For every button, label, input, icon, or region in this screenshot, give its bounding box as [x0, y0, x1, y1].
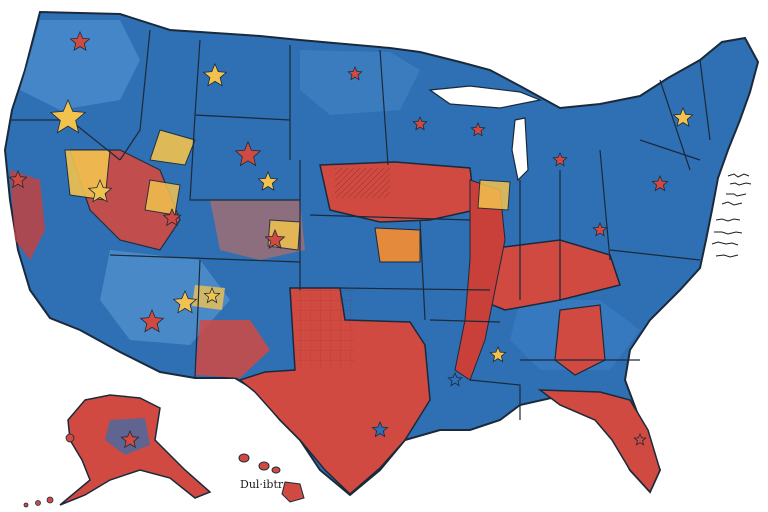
lake-superior	[428, 85, 543, 109]
star-icon	[87, 178, 113, 203]
texas-grid-overlay	[295, 290, 355, 370]
star-icon	[552, 151, 568, 167]
star-icon	[120, 429, 140, 449]
star-icon	[234, 140, 262, 167]
region-kansas-patch	[374, 227, 421, 263]
star-icon	[264, 228, 286, 249]
east-coast-scribbles	[711, 173, 752, 258]
star-icon	[8, 169, 28, 189]
star-icon	[162, 207, 182, 227]
star-icon	[202, 62, 228, 87]
star-icon	[447, 371, 463, 387]
star-icon	[371, 420, 389, 438]
region-florida	[537, 389, 661, 494]
star-icon	[412, 115, 428, 131]
lake-michigan	[511, 117, 529, 182]
star-icon	[633, 432, 647, 446]
region-california-coast	[10, 170, 45, 260]
star-icon	[69, 30, 91, 51]
region-northwest-light	[20, 20, 140, 110]
aleutian-islands	[23, 433, 75, 508]
star-icon	[651, 174, 669, 192]
star-icon	[139, 308, 165, 333]
region-alabama-georgia	[554, 304, 606, 376]
star-icon	[592, 221, 608, 237]
region-upper-midwest-light	[300, 50, 420, 115]
region-new-mexico-red	[195, 320, 270, 378]
region-utah-yellow	[144, 179, 181, 216]
region-idaho-yellow	[149, 129, 196, 166]
star-icon	[257, 170, 279, 191]
hawaii	[238, 453, 305, 503]
nebraska-stripes	[335, 168, 390, 198]
star-icon	[203, 286, 221, 304]
star-icon	[489, 345, 507, 363]
state-borders	[10, 29, 711, 420]
region-texas-oklahoma	[238, 287, 431, 496]
region-indiana-yellow	[477, 179, 511, 211]
stars-layer	[8, 30, 694, 449]
star-icon	[49, 98, 87, 134]
star-icon	[470, 121, 486, 137]
star-icon	[672, 106, 694, 127]
hawaii-scribble-label: Dul·ibtr	[240, 478, 284, 491]
star-icon	[347, 65, 363, 81]
star-icon	[172, 289, 198, 314]
